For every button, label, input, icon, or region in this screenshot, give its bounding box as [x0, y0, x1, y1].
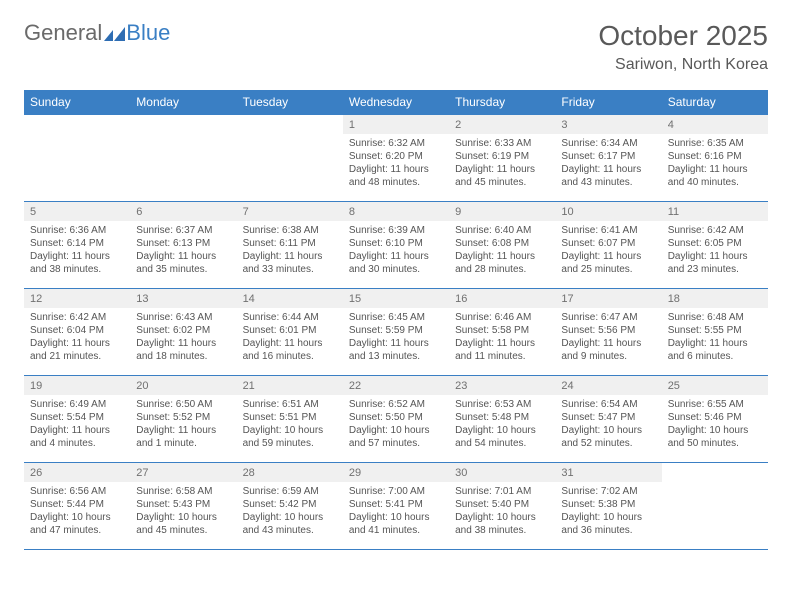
title-block: October 2025 Sariwon, North Korea — [598, 20, 768, 74]
day-content-cell: Sunrise: 6:44 AMSunset: 6:01 PMDaylight:… — [237, 308, 343, 376]
day-number-cell — [130, 115, 236, 135]
daynum-row: 262728293031 — [24, 463, 768, 483]
day-content-cell: Sunrise: 6:35 AMSunset: 6:16 PMDaylight:… — [662, 134, 768, 202]
day-number-cell: 5 — [24, 202, 130, 222]
day-content-cell: Sunrise: 6:36 AMSunset: 6:14 PMDaylight:… — [24, 221, 130, 289]
day-number-cell: 23 — [449, 376, 555, 396]
logo-text-blue: Blue — [126, 20, 170, 46]
content-row: Sunrise: 6:32 AMSunset: 6:20 PMDaylight:… — [24, 134, 768, 202]
day-content-cell — [237, 134, 343, 202]
day-content-cell — [662, 482, 768, 549]
day-number-cell: 11 — [662, 202, 768, 222]
day-content-cell: Sunrise: 6:56 AMSunset: 5:44 PMDaylight:… — [24, 482, 130, 549]
daynum-row: 19202122232425 — [24, 376, 768, 396]
day-content-cell: Sunrise: 6:40 AMSunset: 6:08 PMDaylight:… — [449, 221, 555, 289]
month-title: October 2025 — [598, 20, 768, 52]
day-number-cell: 19 — [24, 376, 130, 396]
daynum-row: 567891011 — [24, 202, 768, 222]
day-content-cell: Sunrise: 6:45 AMSunset: 5:59 PMDaylight:… — [343, 308, 449, 376]
day-content-cell: Sunrise: 7:02 AMSunset: 5:38 PMDaylight:… — [555, 482, 661, 549]
day-content-cell: Sunrise: 6:59 AMSunset: 5:42 PMDaylight:… — [237, 482, 343, 549]
day-content-cell: Sunrise: 6:53 AMSunset: 5:48 PMDaylight:… — [449, 395, 555, 463]
day-number-cell: 9 — [449, 202, 555, 222]
logo-text-gray: General — [24, 20, 102, 46]
calendar-body: 1234Sunrise: 6:32 AMSunset: 6:20 PMDayli… — [24, 115, 768, 550]
day-content-cell: Sunrise: 6:48 AMSunset: 5:55 PMDaylight:… — [662, 308, 768, 376]
day-number-cell: 29 — [343, 463, 449, 483]
day-content-cell: Sunrise: 6:39 AMSunset: 6:10 PMDaylight:… — [343, 221, 449, 289]
day-number-cell: 8 — [343, 202, 449, 222]
day-content-cell: Sunrise: 6:42 AMSunset: 6:05 PMDaylight:… — [662, 221, 768, 289]
day-content-cell: Sunrise: 6:42 AMSunset: 6:04 PMDaylight:… — [24, 308, 130, 376]
content-row: Sunrise: 6:36 AMSunset: 6:14 PMDaylight:… — [24, 221, 768, 289]
day-header: Wednesday — [343, 90, 449, 115]
calendar-table: Sunday Monday Tuesday Wednesday Thursday… — [24, 90, 768, 549]
day-number-cell: 10 — [555, 202, 661, 222]
day-number-cell — [237, 115, 343, 135]
daynum-row: 1234 — [24, 115, 768, 135]
day-number-cell: 15 — [343, 289, 449, 309]
day-number-cell: 6 — [130, 202, 236, 222]
day-content-cell: Sunrise: 6:46 AMSunset: 5:58 PMDaylight:… — [449, 308, 555, 376]
day-number-cell: 22 — [343, 376, 449, 396]
day-content-cell: Sunrise: 6:34 AMSunset: 6:17 PMDaylight:… — [555, 134, 661, 202]
day-header-row: Sunday Monday Tuesday Wednesday Thursday… — [24, 90, 768, 115]
day-number-cell: 31 — [555, 463, 661, 483]
day-number-cell: 24 — [555, 376, 661, 396]
logo: General Blue — [24, 20, 170, 46]
day-header: Tuesday — [237, 90, 343, 115]
day-header: Friday — [555, 90, 661, 115]
day-number-cell: 26 — [24, 463, 130, 483]
day-content-cell: Sunrise: 6:54 AMSunset: 5:47 PMDaylight:… — [555, 395, 661, 463]
day-header: Saturday — [662, 90, 768, 115]
day-content-cell: Sunrise: 6:47 AMSunset: 5:56 PMDaylight:… — [555, 308, 661, 376]
day-number-cell: 25 — [662, 376, 768, 396]
day-header: Monday — [130, 90, 236, 115]
content-row: Sunrise: 6:49 AMSunset: 5:54 PMDaylight:… — [24, 395, 768, 463]
day-number-cell: 17 — [555, 289, 661, 309]
logo-triangles-icon — [104, 24, 126, 42]
day-content-cell: Sunrise: 6:58 AMSunset: 5:43 PMDaylight:… — [130, 482, 236, 549]
day-number-cell: 30 — [449, 463, 555, 483]
day-content-cell: Sunrise: 6:55 AMSunset: 5:46 PMDaylight:… — [662, 395, 768, 463]
day-content-cell: Sunrise: 6:32 AMSunset: 6:20 PMDaylight:… — [343, 134, 449, 202]
day-content-cell: Sunrise: 6:33 AMSunset: 6:19 PMDaylight:… — [449, 134, 555, 202]
day-header: Sunday — [24, 90, 130, 115]
content-row: Sunrise: 6:42 AMSunset: 6:04 PMDaylight:… — [24, 308, 768, 376]
day-content-cell: Sunrise: 6:43 AMSunset: 6:02 PMDaylight:… — [130, 308, 236, 376]
day-content-cell: Sunrise: 6:41 AMSunset: 6:07 PMDaylight:… — [555, 221, 661, 289]
day-number-cell: 14 — [237, 289, 343, 309]
day-number-cell: 4 — [662, 115, 768, 135]
day-content-cell: Sunrise: 6:37 AMSunset: 6:13 PMDaylight:… — [130, 221, 236, 289]
day-content-cell: Sunrise: 6:38 AMSunset: 6:11 PMDaylight:… — [237, 221, 343, 289]
day-content-cell: Sunrise: 6:52 AMSunset: 5:50 PMDaylight:… — [343, 395, 449, 463]
content-row: Sunrise: 6:56 AMSunset: 5:44 PMDaylight:… — [24, 482, 768, 549]
day-number-cell: 12 — [24, 289, 130, 309]
day-number-cell: 21 — [237, 376, 343, 396]
day-number-cell — [662, 463, 768, 483]
day-number-cell: 7 — [237, 202, 343, 222]
day-number-cell: 28 — [237, 463, 343, 483]
location: Sariwon, North Korea — [598, 56, 768, 74]
header: General Blue October 2025 Sariwon, North… — [24, 20, 768, 74]
day-number-cell: 16 — [449, 289, 555, 309]
bottom-rule — [24, 549, 768, 550]
day-content-cell — [24, 134, 130, 202]
day-content-cell: Sunrise: 7:00 AMSunset: 5:41 PMDaylight:… — [343, 482, 449, 549]
day-content-cell: Sunrise: 7:01 AMSunset: 5:40 PMDaylight:… — [449, 482, 555, 549]
day-header: Thursday — [449, 90, 555, 115]
day-number-cell: 18 — [662, 289, 768, 309]
day-content-cell: Sunrise: 6:51 AMSunset: 5:51 PMDaylight:… — [237, 395, 343, 463]
day-number-cell: 27 — [130, 463, 236, 483]
day-content-cell: Sunrise: 6:50 AMSunset: 5:52 PMDaylight:… — [130, 395, 236, 463]
day-number-cell: 3 — [555, 115, 661, 135]
day-number-cell: 13 — [130, 289, 236, 309]
day-number-cell — [24, 115, 130, 135]
day-content-cell: Sunrise: 6:49 AMSunset: 5:54 PMDaylight:… — [24, 395, 130, 463]
day-content-cell — [130, 134, 236, 202]
daynum-row: 12131415161718 — [24, 289, 768, 309]
day-number-cell: 2 — [449, 115, 555, 135]
day-number-cell: 20 — [130, 376, 236, 396]
day-number-cell: 1 — [343, 115, 449, 135]
